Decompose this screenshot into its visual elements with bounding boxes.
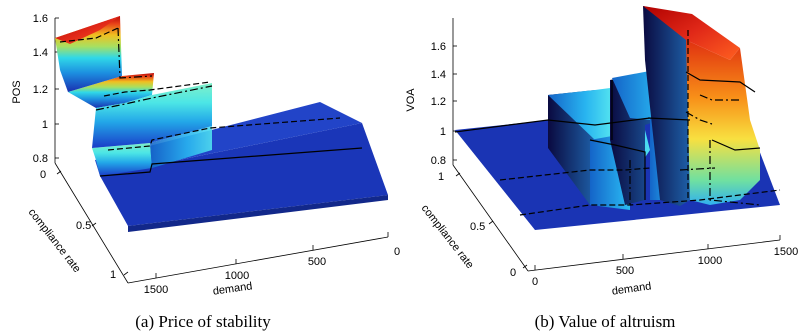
chart-a-surface-step xyxy=(92,83,212,148)
chart-a-surface-wall-low xyxy=(92,143,152,176)
chart-b-y-ticks: 0 0.5 1 xyxy=(438,171,528,279)
chart-b-z-ticks: 1.6 1.4 1.2 1 0.8 xyxy=(431,41,457,167)
caption-b: (b) Value of altruism xyxy=(535,312,676,331)
chart-b-surface-peak-side xyxy=(643,6,690,206)
chart-a-surface-peak-top xyxy=(55,16,120,44)
chart-a: 1.6 1.4 1.2 1 0.8 POS 0 0.5 1 compliance… xyxy=(11,13,400,298)
chart-a-x-label: demand xyxy=(212,280,253,297)
chart-a-z-tick: 1.2 xyxy=(33,84,48,96)
chart-b-x-label: demand xyxy=(611,280,652,297)
chart-a-surface-floor xyxy=(100,123,388,226)
chart-a-z-tick: 1 xyxy=(42,119,48,131)
chart-a-z-tick: 0.8 xyxy=(33,153,48,165)
caption-a: (a) Price of stability xyxy=(135,312,271,331)
chart-a-surface-floor-edge xyxy=(128,195,388,232)
chart-a-y-label: compliance rate xyxy=(26,206,83,275)
chart-b-y-tick: 1 xyxy=(438,171,444,183)
chart-a-x-tick: 1500 xyxy=(144,284,168,296)
chart-b-x-tick: 0 xyxy=(532,276,538,288)
chart-b-x-axis xyxy=(527,239,781,272)
chart-a-x-tick: 500 xyxy=(308,256,326,268)
chart-a-y-tick: 1 xyxy=(110,269,116,281)
chart-a-surface-mid xyxy=(68,73,154,108)
chart-a-y-tick: 0 xyxy=(40,169,46,181)
chart-b-x-ticks: 0 500 1000 1500 xyxy=(532,235,798,288)
chart-b-z-label: VOA xyxy=(405,88,417,112)
chart-a-y-axis xyxy=(54,162,129,284)
chart-b-y-label: compliance rate xyxy=(419,202,476,271)
chart-b-z-tick: 1 xyxy=(440,126,446,138)
chart-a-y-ticks: 0 0.5 1 xyxy=(40,169,129,281)
chart-b-z-tick: 1.6 xyxy=(431,41,446,53)
chart-b-z-tick: 1.2 xyxy=(431,96,446,108)
chart-a-z-label: POS xyxy=(11,80,23,103)
chart-b: 1.6 1.4 1.2 1 0.8 VOA 0 0.5 1 compliance… xyxy=(405,6,798,298)
chart-b-y-tick: 0 xyxy=(510,267,516,279)
chart-a-z-tick: 1.4 xyxy=(33,47,48,59)
chart-a-contours xyxy=(59,27,363,177)
chart-b-x-tick: 1000 xyxy=(698,255,722,267)
chart-b-z-tick: 0.8 xyxy=(431,155,446,167)
chart-b-surface-wall1-top xyxy=(548,88,610,140)
chart-a-x-tick: 0 xyxy=(394,246,400,258)
chart-a-surface-curve xyxy=(150,126,212,168)
chart-a-x-axis xyxy=(127,236,389,284)
chart-b-y-axis xyxy=(452,164,529,272)
chart-a-x-tick: 1000 xyxy=(225,270,249,282)
chart-a-y-tick: 0.5 xyxy=(76,220,91,232)
chart-b-z-tick: 1.4 xyxy=(431,69,446,81)
chart-b-surface-peak-top xyxy=(643,6,740,60)
chart-b-surface-peak-front xyxy=(686,40,760,205)
chart-a-z-tick: 1.6 xyxy=(33,13,48,25)
chart-b-x-tick: 500 xyxy=(616,265,634,277)
chart-b-contours xyxy=(454,30,781,216)
chart-a-x-ticks: 1500 1000 500 0 xyxy=(144,232,400,296)
chart-b-y-tick: 0.5 xyxy=(470,221,485,233)
chart-a-z-ticks: 1.6 1.4 1.2 1 0.8 xyxy=(33,13,59,165)
chart-b-x-tick: 1500 xyxy=(774,246,798,258)
